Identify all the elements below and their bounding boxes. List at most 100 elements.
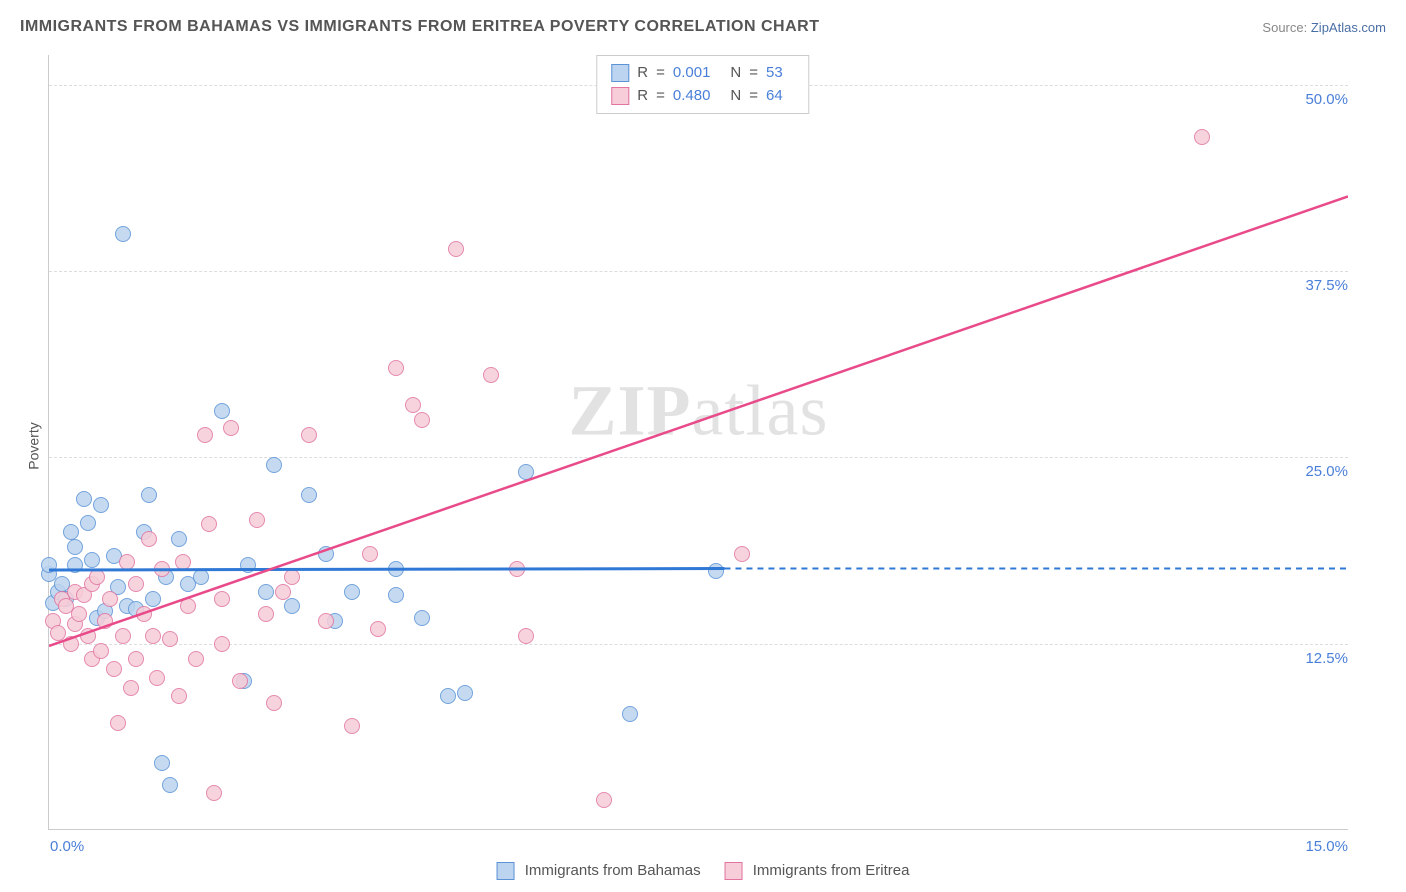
legend-correlation: R = 0.001 N = 53 R = 0.480 N = 64 xyxy=(596,55,809,114)
point-bahamas xyxy=(457,685,473,701)
point-eritrea xyxy=(362,546,378,562)
point-eritrea xyxy=(71,606,87,622)
point-bahamas xyxy=(84,552,100,568)
point-eritrea xyxy=(89,569,105,585)
point-eritrea xyxy=(518,628,534,644)
point-eritrea xyxy=(201,516,217,532)
legend-row-bahamas: R = 0.001 N = 53 xyxy=(611,62,794,85)
point-eritrea xyxy=(214,591,230,607)
point-bahamas xyxy=(240,557,256,573)
point-eritrea xyxy=(301,427,317,443)
point-eritrea xyxy=(509,561,525,577)
point-eritrea xyxy=(63,636,79,652)
legend-swatch-bahamas xyxy=(611,64,629,82)
point-bahamas xyxy=(388,587,404,603)
legend-item-eritrea: Immigrants from Eritrea xyxy=(725,862,910,880)
point-bahamas xyxy=(41,557,57,573)
point-bahamas xyxy=(93,497,109,513)
point-bahamas xyxy=(266,457,282,473)
point-eritrea xyxy=(188,651,204,667)
point-eritrea xyxy=(115,628,131,644)
legend-item-bahamas: Immigrants from Bahamas xyxy=(497,862,701,880)
plot-area: ZIPatlas xyxy=(48,55,1348,830)
point-eritrea xyxy=(249,512,265,528)
legend-row-eritrea: R = 0.480 N = 64 xyxy=(611,85,794,108)
point-bahamas xyxy=(344,584,360,600)
point-eritrea xyxy=(232,673,248,689)
point-eritrea xyxy=(448,241,464,257)
point-bahamas xyxy=(388,561,404,577)
point-eritrea xyxy=(370,621,386,637)
x-tick-label: 0.0% xyxy=(50,838,84,855)
point-bahamas xyxy=(284,598,300,614)
point-bahamas xyxy=(67,557,83,573)
point-bahamas xyxy=(141,487,157,503)
point-bahamas xyxy=(193,569,209,585)
point-bahamas xyxy=(154,755,170,771)
source-label: Source: ZipAtlas.com xyxy=(1262,20,1386,35)
point-eritrea xyxy=(175,554,191,570)
point-bahamas xyxy=(708,563,724,579)
source-prefix: Source: xyxy=(1262,20,1307,35)
point-eritrea xyxy=(284,569,300,585)
point-eritrea xyxy=(149,670,165,686)
point-bahamas xyxy=(145,591,161,607)
legend-series: Immigrants from Bahamas Immigrants from … xyxy=(497,862,910,880)
point-bahamas xyxy=(76,491,92,507)
legend-r-value-bahamas: 0.001 xyxy=(673,62,711,85)
point-eritrea xyxy=(405,397,421,413)
point-eritrea xyxy=(123,680,139,696)
point-bahamas xyxy=(171,531,187,547)
point-bahamas xyxy=(414,610,430,626)
point-eritrea xyxy=(154,561,170,577)
point-eritrea xyxy=(206,785,222,801)
point-eritrea xyxy=(80,628,96,644)
legend-swatch-eritrea xyxy=(611,87,629,105)
point-eritrea xyxy=(734,546,750,562)
legend-n-label: N xyxy=(730,62,741,85)
point-bahamas xyxy=(80,515,96,531)
point-eritrea xyxy=(1194,129,1210,145)
point-eritrea xyxy=(197,427,213,443)
point-eritrea xyxy=(214,636,230,652)
x-tick-label: 15.0% xyxy=(1305,838,1348,855)
point-eritrea xyxy=(141,531,157,547)
point-eritrea xyxy=(128,576,144,592)
point-bahamas xyxy=(67,539,83,555)
point-eritrea xyxy=(93,643,109,659)
legend-r-label: R xyxy=(637,62,648,85)
point-eritrea xyxy=(128,651,144,667)
point-bahamas xyxy=(301,487,317,503)
point-eritrea xyxy=(106,661,122,677)
legend-label-eritrea: Immigrants from Eritrea xyxy=(753,862,910,879)
point-bahamas xyxy=(115,226,131,242)
chart-container: IMMIGRANTS FROM BAHAMAS VS IMMIGRANTS FR… xyxy=(0,0,1406,892)
point-eritrea xyxy=(223,420,239,436)
point-bahamas xyxy=(318,546,334,562)
point-eritrea xyxy=(110,715,126,731)
point-eritrea xyxy=(275,584,291,600)
point-bahamas xyxy=(440,688,456,704)
point-bahamas xyxy=(258,584,274,600)
legend-label-bahamas: Immigrants from Bahamas xyxy=(525,862,701,879)
point-eritrea xyxy=(97,613,113,629)
legend-swatch-bahamas-bottom xyxy=(497,862,515,880)
point-eritrea xyxy=(388,360,404,376)
point-eritrea xyxy=(119,554,135,570)
legend-n-value-bahamas: 53 xyxy=(766,62,783,85)
point-bahamas xyxy=(162,777,178,793)
point-eritrea xyxy=(258,606,274,622)
point-eritrea xyxy=(136,606,152,622)
legend-n-value-eritrea: 64 xyxy=(766,85,783,108)
point-eritrea xyxy=(596,792,612,808)
point-eritrea xyxy=(344,718,360,734)
point-eritrea xyxy=(180,598,196,614)
point-eritrea xyxy=(483,367,499,383)
point-bahamas xyxy=(63,524,79,540)
source-link[interactable]: ZipAtlas.com xyxy=(1311,20,1386,35)
point-eritrea xyxy=(102,591,118,607)
legend-swatch-eritrea-bottom xyxy=(725,862,743,880)
point-bahamas xyxy=(214,403,230,419)
chart-title: IMMIGRANTS FROM BAHAMAS VS IMMIGRANTS FR… xyxy=(20,18,819,36)
point-eritrea xyxy=(414,412,430,428)
